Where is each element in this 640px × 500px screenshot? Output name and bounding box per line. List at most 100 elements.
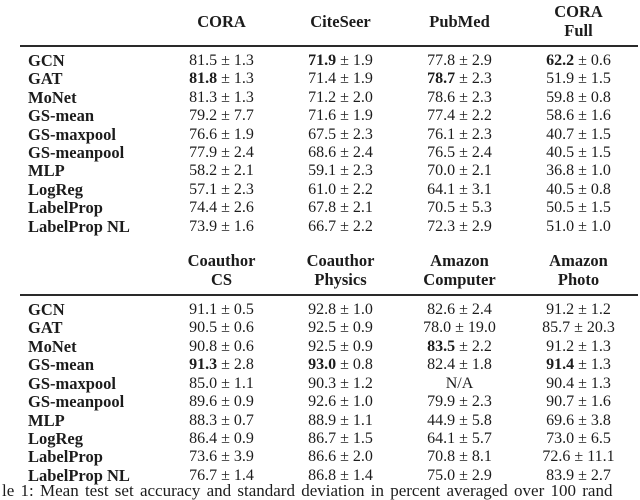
value-cell: 64.1 ± 3.1 — [400, 181, 519, 199]
std-deviation: ± 2.3 — [340, 125, 373, 143]
std-deviation: ± 1.0 — [340, 393, 373, 411]
value-cell: 91.3 ± 2.8 — [162, 356, 281, 374]
value-cell: 51.0 ± 1.0 — [519, 218, 638, 236]
value-cell: 85.7 ± 20.3 — [519, 319, 638, 337]
std-deviation: ± 1.3 — [578, 356, 611, 374]
value-cell: 81.3 ± 1.3 — [162, 89, 281, 107]
mean-value: 86.8 — [308, 466, 337, 484]
row-label: LabelProp NL — [28, 465, 130, 485]
value-cell: 40.7 ± 1.5 — [519, 126, 638, 144]
mean-value: 92.8 — [308, 301, 337, 319]
mean-value: 78.6 — [427, 88, 456, 106]
mean-value: 72.6 — [542, 448, 571, 466]
mean-value: 78.0 — [423, 319, 452, 337]
table-row: MoNet 81.3 ± 1.3 71.2 ± 2.0 78.6 ± 2.3 59.8 ± 0.… — [20, 87, 638, 107]
std-deviation: ± 2.0 — [340, 88, 373, 106]
value-cell: 86.4 ± 0.9 — [162, 430, 281, 448]
mean-value: 92.6 — [308, 393, 337, 411]
std-deviation: ± 2.7 — [578, 466, 611, 484]
mean-value: 88.3 — [189, 411, 218, 429]
mean-value: 81.8 — [189, 70, 218, 88]
std-deviation: ± 2.3 — [459, 125, 492, 143]
mean-value: 74.4 — [189, 199, 218, 217]
value-cell: 77.9 ± 2.4 — [162, 144, 281, 162]
std-deviation: ± 2.9 — [459, 217, 492, 235]
std-deviation: ± 2.3 — [340, 162, 373, 180]
value-cell: 79.9 ± 2.3 — [400, 393, 519, 411]
std-deviation: ± 1.1 — [340, 411, 373, 429]
mean-value: 44.9 — [427, 411, 456, 429]
value-cell: 92.5 ± 0.9 — [281, 319, 400, 337]
row-label: LabelProp — [28, 447, 103, 467]
table-row: MLP 58.2 ± 2.1 59.1 ± 2.3 70.0 ± 2.1 36.8 ± 1.0 — [20, 162, 638, 181]
value-cell: 88.9 ± 1.1 — [281, 412, 400, 430]
std-deviation: ± 19.0 — [455, 319, 496, 337]
mean-value: 82.4 — [427, 356, 456, 374]
mean-value: 83.9 — [546, 466, 575, 484]
table-header-coauthor-amazon: Coauthor CS Coauthor Physics Amazon Comp… — [20, 236, 638, 297]
value-cell: 77.4 ± 2.2 — [400, 107, 519, 125]
value-cell: 92.8 ± 1.0 — [281, 295, 400, 319]
mean-value: 73.9 — [189, 217, 218, 235]
value-cell: 83.5 ± 2.2 — [400, 338, 519, 356]
mean-value: 64.1 — [427, 180, 456, 198]
mean-value: 64.1 — [427, 429, 456, 447]
table-row: GCN 81.5 ± 1.3 71.9 ± 1.9 77.8 ± 2.9 62.2 ± 0.6 — [20, 46, 638, 70]
std-deviation: ± 2.4 — [459, 301, 492, 319]
std-deviation: ± 2.3 — [459, 88, 492, 106]
mean-value: 50.5 — [546, 199, 575, 217]
std-deviation: ± 2.1 — [221, 162, 254, 180]
value-cell: 70.5 ± 5.3 — [400, 199, 519, 217]
value-cell: 76.5 ± 2.4 — [400, 144, 519, 162]
std-deviation: ± 1.0 — [578, 217, 611, 235]
mean-value: 90.4 — [546, 374, 575, 392]
row-label: MoNet — [28, 87, 77, 107]
mean-value: 81.3 — [189, 88, 218, 106]
value-cell: 73.0 ± 6.5 — [519, 430, 638, 448]
value-cell: 57.1 ± 2.3 — [162, 181, 281, 199]
value-cell: 78.7 ± 2.3 — [400, 70, 519, 88]
row-label: GS-meanpool — [28, 392, 125, 412]
value-cell: 76.6 ± 1.9 — [162, 126, 281, 144]
row-label: LabelProp — [28, 198, 103, 218]
value-cell: 73.6 ± 3.9 — [162, 448, 281, 466]
value-cell: 70.8 ± 8.1 — [400, 448, 519, 466]
value-cell: 73.9 ± 1.6 — [162, 218, 281, 236]
header-stub — [20, 236, 162, 297]
std-deviation: ± 20.3 — [574, 319, 615, 337]
mean-value: 76.1 — [427, 125, 456, 143]
mean-value: 61.0 — [308, 180, 337, 198]
mean-value: 76.5 — [427, 144, 456, 162]
value-cell: 36.8 ± 1.0 — [519, 162, 638, 180]
std-deviation: ± 0.8 — [578, 180, 611, 198]
value-cell: 92.6 ± 1.0 — [281, 393, 400, 411]
std-deviation: ± 3.8 — [578, 411, 611, 429]
std-deviation: ± 0.9 — [221, 429, 254, 447]
table-caption: le 1: Mean test set accuracy and standar… — [2, 481, 640, 500]
std-deviation: ± 3.9 — [221, 448, 254, 466]
value-cell: 71.2 ± 2.0 — [281, 89, 400, 107]
std-deviation: ± 2.9 — [459, 52, 492, 69]
value-cell: 81.8 ± 1.3 — [162, 70, 281, 88]
std-deviation: ± 2.4 — [221, 144, 254, 162]
std-deviation: ± 2.3 — [221, 180, 254, 198]
std-deviation: ± 1.2 — [340, 374, 373, 392]
row-label: GS-mean — [28, 355, 94, 375]
std-deviation: ± 1.5 — [578, 125, 611, 143]
value-cell: 59.8 ± 0.8 — [519, 89, 638, 107]
mean-value: 85.7 — [542, 319, 571, 337]
std-deviation: ± 1.5 — [340, 429, 373, 447]
value-cell: 82.4 ± 1.8 — [400, 356, 519, 374]
table-row: LogReg 57.1 ± 2.3 61.0 ± 2.2 64.1 ± 3.1 40.5 ± 0… — [20, 180, 638, 199]
value-cell: 86.7 ± 1.5 — [281, 430, 400, 448]
mean-value: 66.7 — [308, 217, 337, 235]
table-row: LabelProp NL 73.9 ± 1.6 66.7 ± 2.2 72.3 ± 2.9 5… — [20, 216, 638, 236]
std-deviation: ± 2.8 — [221, 356, 254, 374]
value-cell: 70.0 ± 2.1 — [400, 162, 519, 180]
value-cell: N/A — [400, 375, 519, 393]
mean-value: 72.3 — [427, 217, 456, 235]
mean-value: 89.6 — [189, 393, 218, 411]
mean-value: 69.6 — [546, 411, 575, 429]
value-cell: 50.5 ± 1.5 — [519, 199, 638, 217]
row-label: LabelProp NL — [28, 216, 130, 236]
